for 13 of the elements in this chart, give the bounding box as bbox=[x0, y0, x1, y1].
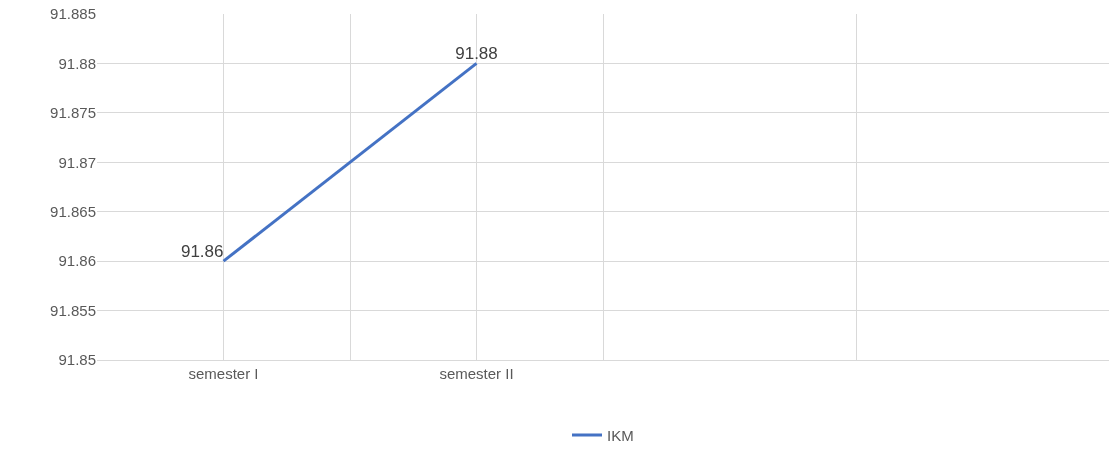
legend-label: IKM bbox=[607, 426, 634, 444]
y-tick-label: 91.85 bbox=[58, 351, 96, 369]
x-tick-label: semester II bbox=[439, 365, 514, 382]
y-tick-label: 91.865 bbox=[50, 202, 96, 220]
data-label: 91.86 bbox=[180, 241, 224, 261]
y-tick-label: 91.885 bbox=[50, 5, 96, 23]
y-tick-label: 91.875 bbox=[50, 104, 96, 122]
y-tick-label: 91.87 bbox=[58, 153, 96, 171]
y-tick-label: 91.86 bbox=[58, 252, 96, 270]
x-tick-label: semester I bbox=[188, 365, 259, 382]
y-tick-label: 91.88 bbox=[58, 54, 96, 72]
y-tick-label: 91.855 bbox=[50, 301, 96, 319]
data-label: 91.88 bbox=[455, 44, 498, 64]
